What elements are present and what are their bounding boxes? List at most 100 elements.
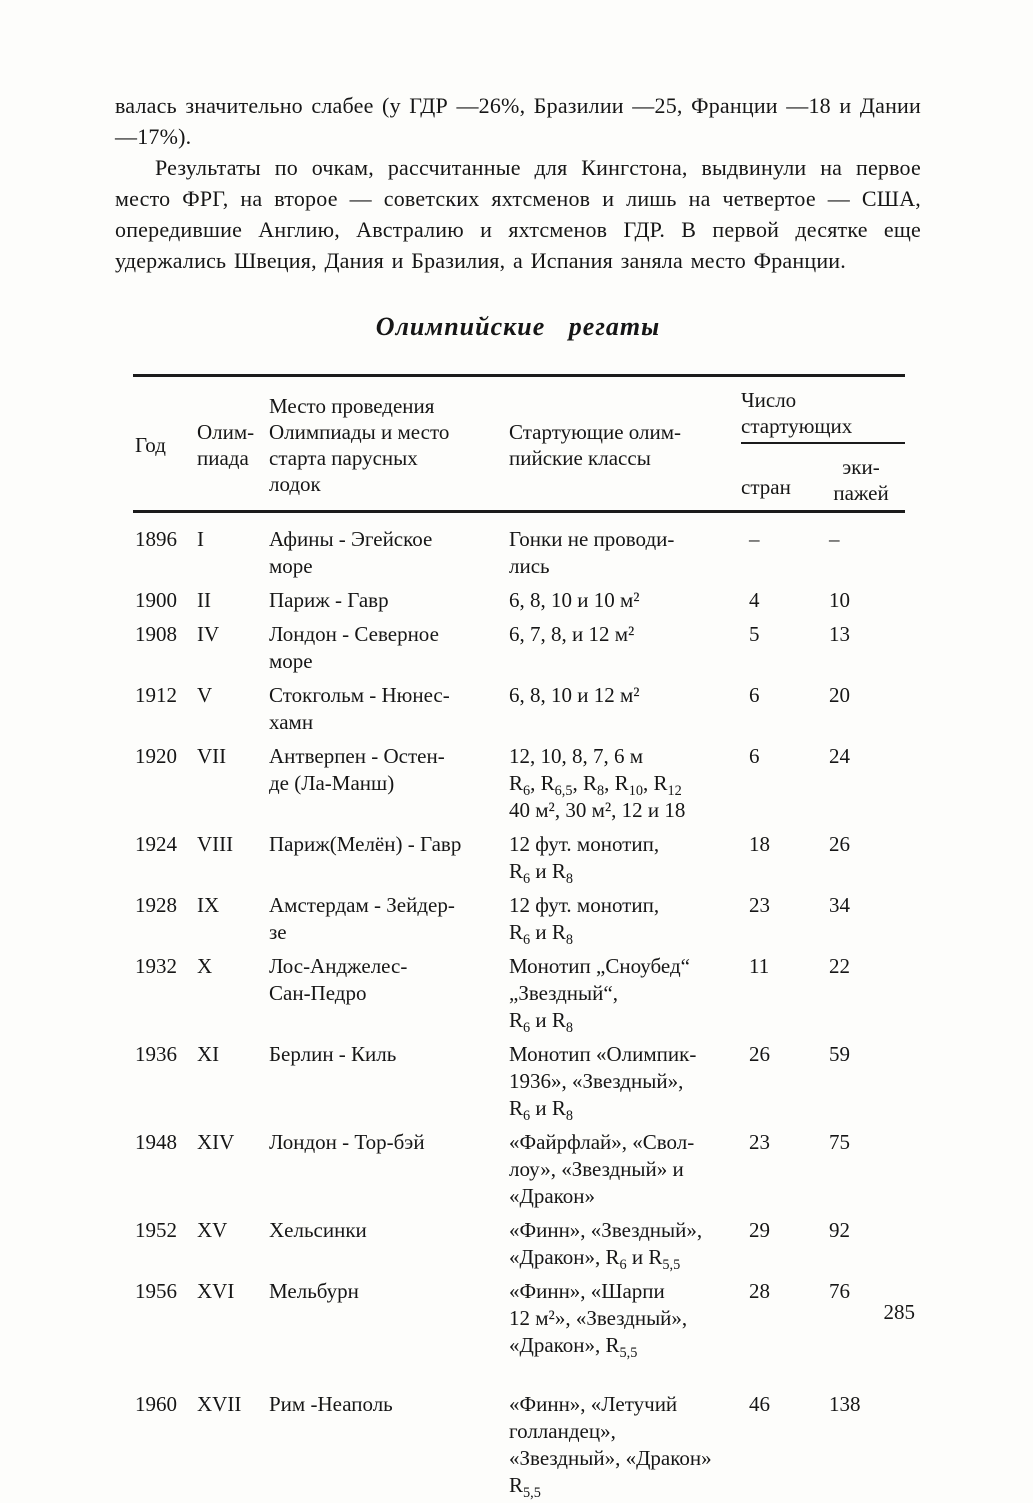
cell-venue: Лос-Анджелес-Сан-Педро — [269, 950, 509, 1038]
cell-venue: Лондон - Тор-бэй — [269, 1126, 509, 1214]
text-block: валась значительно слабее (у ГДР —26%, Б… — [115, 90, 921, 1503]
cell-venue: Париж - Гавр — [269, 584, 509, 618]
cell-crews: – — [821, 512, 905, 585]
cell-olympiad: IV — [197, 618, 269, 679]
cell-olympiad: XI — [197, 1038, 269, 1126]
cell-countries: 4 — [741, 584, 821, 618]
cell-venue: Париж(Мелён) - Гавр — [269, 828, 509, 889]
cell-classes: Монотип „Сноубед“„Звездный“,R6 и R8 — [509, 950, 741, 1038]
cell-countries: 23 — [741, 1126, 821, 1214]
cell-year: 1920 — [133, 740, 197, 828]
cell-year: 1936 — [133, 1038, 197, 1126]
page-number: 285 — [884, 1300, 916, 1325]
cell-crews: 20 — [821, 679, 905, 740]
cell-classes: «Файрфлай», «Свол-лоу», «Звездный» и«Дра… — [509, 1126, 741, 1214]
cell-olympiad: XIV — [197, 1126, 269, 1214]
cell-crews: 10 — [821, 584, 905, 618]
book-page: { "article": { "paragraphs": [ "валась з… — [0, 0, 1033, 1413]
cell-crews: 24 — [821, 740, 905, 828]
cell-year: 1908 — [133, 618, 197, 679]
cell-venue: Мельбурн — [269, 1275, 509, 1363]
cell-venue: Берлин - Киль — [269, 1038, 509, 1126]
cell-venue: Антверпен - Остен-де (Ла-Манш) — [269, 740, 509, 828]
cell-countries: 26 — [741, 1038, 821, 1126]
cell-crews: 75 — [821, 1126, 905, 1214]
cell-olympiad: V — [197, 679, 269, 740]
cell-olympiad: IX — [197, 889, 269, 950]
table-row: 1952 XV Хельсинки «Финн», «Звездный»,«Др… — [133, 1214, 905, 1275]
cell-countries: 5 — [741, 618, 821, 679]
cell-crews: 34 — [821, 889, 905, 950]
cell-countries: 23 — [741, 889, 821, 950]
table-row: 1924 VIII Париж(Мелён) - Гавр 12 фут. мо… — [133, 828, 905, 889]
table-row: 1932 X Лос-Анджелес-Сан-Педро Монотип „С… — [133, 950, 905, 1038]
table-row: 1936 XI Берлин - Киль Монотип «Олимпик-1… — [133, 1038, 905, 1126]
cell-venue: Рим -Неаполь — [269, 1363, 509, 1503]
cell-crews: 22 — [821, 950, 905, 1038]
cell-countries: 29 — [741, 1214, 821, 1275]
cell-classes: 6, 8, 10 и 10 м² — [509, 584, 741, 618]
cell-year: 1924 — [133, 828, 197, 889]
paragraph-continuation: валась значительно слабее (у ГДР —26%, Б… — [115, 90, 921, 152]
cell-crews: 26 — [821, 828, 905, 889]
table-row: 1948 XIV Лондон - Тор-бэй «Файрфлай», «С… — [133, 1126, 905, 1214]
cell-classes: 6, 7, 8, и 12 м² — [509, 618, 741, 679]
cell-olympiad: I — [197, 512, 269, 585]
cell-crews: 138 — [821, 1363, 905, 1503]
cell-crews: 13 — [821, 618, 905, 679]
cell-venue: Стокгольм - Нюнес-хамн — [269, 679, 509, 740]
cell-year: 1900 — [133, 584, 197, 618]
cell-year: 1956 — [133, 1275, 197, 1363]
cell-olympiad: VII — [197, 740, 269, 828]
column-header-countries: стран — [741, 443, 821, 512]
table-title: Олимпийские регаты — [115, 312, 921, 342]
paragraph-results: Результаты по очкам, рассчитанные для Ки… — [115, 152, 921, 276]
cell-classes: 12 фут. монотип,R6 и R8 — [509, 828, 741, 889]
table-row: 1920 VII Антверпен - Остен-де (Ла-Манш) … — [133, 740, 905, 828]
cell-venue: Амстердам - Зейдер-зе — [269, 889, 509, 950]
cell-year: 1932 — [133, 950, 197, 1038]
cell-classes: «Финн», «Звездный»,«Дракон», R6 и R5,5 — [509, 1214, 741, 1275]
cell-olympiad: XVI — [197, 1275, 269, 1363]
cell-classes: 12 фут. монотип,R6 и R8 — [509, 889, 741, 950]
column-header-year: Год — [133, 376, 197, 512]
cell-olympiad: X — [197, 950, 269, 1038]
cell-crews: 92 — [821, 1214, 905, 1275]
cell-year: 1896 — [133, 512, 197, 585]
cell-countries: 11 — [741, 950, 821, 1038]
cell-year: 1960 — [133, 1363, 197, 1503]
cell-countries: 18 — [741, 828, 821, 889]
cell-olympiad: XVII — [197, 1363, 269, 1503]
column-header-classes: Стартующие олим-пийские классы — [509, 376, 741, 512]
cell-countries: 6 — [741, 740, 821, 828]
cell-year: 1948 — [133, 1126, 197, 1214]
cell-countries: – — [741, 512, 821, 585]
cell-classes: Монотип «Олимпик-1936», «Звездный»,R6 и … — [509, 1038, 741, 1126]
cell-year: 1952 — [133, 1214, 197, 1275]
cell-venue: Хельсинки — [269, 1214, 509, 1275]
column-header-olympiad: Олим-пиада — [197, 376, 269, 512]
cell-olympiad: XV — [197, 1214, 269, 1275]
cell-countries: 6 — [741, 679, 821, 740]
cell-classes: Гонки не проводи-лись — [509, 512, 741, 585]
cell-countries: 28 — [741, 1275, 821, 1363]
cell-olympiad: VIII — [197, 828, 269, 889]
cell-classes: 6, 8, 10 и 12 м² — [509, 679, 741, 740]
cell-year: 1928 — [133, 889, 197, 950]
cell-olympiad: II — [197, 584, 269, 618]
